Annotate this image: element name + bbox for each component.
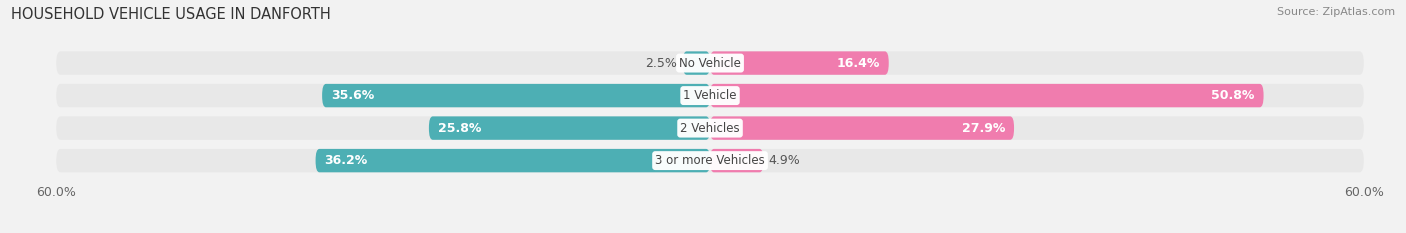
Text: 36.2%: 36.2% [325, 154, 367, 167]
FancyBboxPatch shape [56, 149, 1364, 172]
FancyBboxPatch shape [710, 84, 1264, 107]
Text: HOUSEHOLD VEHICLE USAGE IN DANFORTH: HOUSEHOLD VEHICLE USAGE IN DANFORTH [11, 7, 330, 22]
Text: 35.6%: 35.6% [330, 89, 374, 102]
Text: 25.8%: 25.8% [437, 122, 481, 135]
Text: 16.4%: 16.4% [837, 57, 880, 70]
Text: Source: ZipAtlas.com: Source: ZipAtlas.com [1277, 7, 1395, 17]
Text: 2.5%: 2.5% [645, 57, 678, 70]
FancyBboxPatch shape [56, 116, 1364, 140]
FancyBboxPatch shape [429, 116, 710, 140]
Text: No Vehicle: No Vehicle [679, 57, 741, 70]
Text: 50.8%: 50.8% [1212, 89, 1256, 102]
FancyBboxPatch shape [683, 51, 710, 75]
FancyBboxPatch shape [315, 149, 710, 172]
FancyBboxPatch shape [56, 84, 1364, 107]
FancyBboxPatch shape [710, 116, 1014, 140]
Text: 3 or more Vehicles: 3 or more Vehicles [655, 154, 765, 167]
Text: 1 Vehicle: 1 Vehicle [683, 89, 737, 102]
FancyBboxPatch shape [322, 84, 710, 107]
FancyBboxPatch shape [56, 51, 1364, 75]
Text: 2 Vehicles: 2 Vehicles [681, 122, 740, 135]
Text: 4.9%: 4.9% [769, 154, 800, 167]
Text: 27.9%: 27.9% [962, 122, 1005, 135]
FancyBboxPatch shape [710, 51, 889, 75]
FancyBboxPatch shape [710, 149, 763, 172]
